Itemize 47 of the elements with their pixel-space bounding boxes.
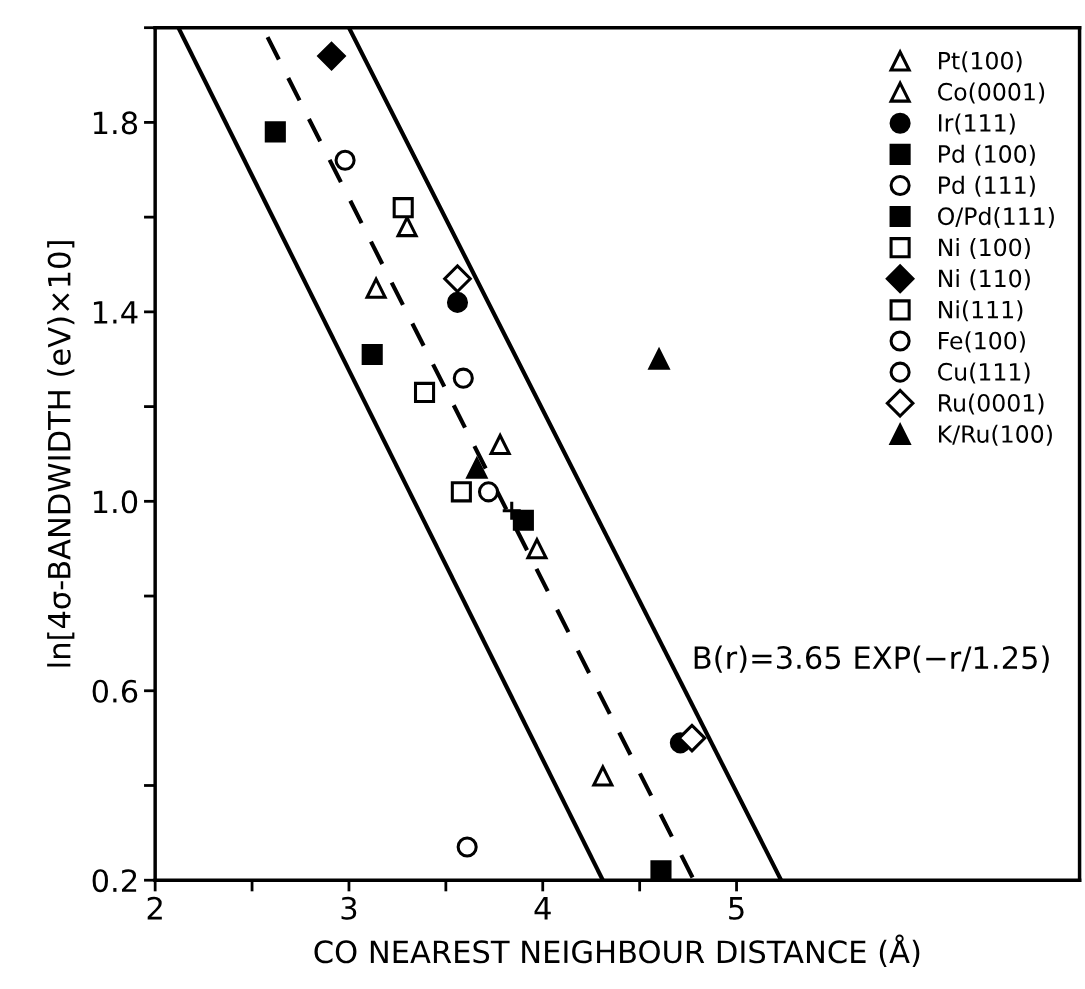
y-tick-label: 0.2 [92,869,137,893]
y-tick-label: 1.0 [93,490,138,514]
y-tick-label: 1.4 [93,301,138,324]
legend-label: Pd (100) [939,144,1035,166]
legend-label: Co(0001) [938,82,1045,104]
point [413,381,436,403]
y-tick-label: 1.8 [93,111,138,135]
x-tick-label: 2 [147,896,162,920]
point [364,275,388,299]
point [489,433,511,456]
point [650,860,672,882]
point [592,765,614,787]
point [443,264,472,294]
point [446,291,469,313]
point [456,836,478,858]
point [361,343,383,366]
point [392,197,414,219]
legend-label: Cu(111) [938,362,1030,384]
legend-label: Ru(0001) [939,393,1044,415]
legend-label: Ni(111) [939,300,1023,322]
point [465,455,489,479]
point [452,367,474,389]
point [526,538,548,560]
point [317,41,346,71]
x-tick-label: 5 [729,897,744,920]
legend-label: Fe(100) [939,331,1025,353]
x-tick-label: 3 [341,896,357,920]
point [512,509,534,531]
legend-label: Ir(111) [939,113,1015,135]
point [647,346,671,370]
point [477,481,500,503]
legend-label: O/Pd(111) [938,206,1054,228]
legend-label: Ni (110) [939,269,1030,291]
annotation: B(r)=3.65 EXP(−r/1.25) [694,645,1049,673]
x-axis-title: CO NEAREST NEIGHBOUR DISTANCE (Å) [314,934,920,967]
point [396,216,418,238]
point [264,121,286,143]
point [501,500,523,522]
y-axis-title: ln[4σ-BANDWIDTH (eV)×10] [47,241,75,667]
x-tick-label: 4 [534,897,551,920]
y-tick-label: 0.6 [92,679,138,703]
legend-label: K/Ru(100) [939,424,1052,446]
legend-label: Pd (111) [939,175,1035,197]
point [450,481,472,503]
point [334,149,356,171]
legend-label: Ni (100) [939,237,1030,260]
legend-label: Pt(100) [939,51,1022,73]
